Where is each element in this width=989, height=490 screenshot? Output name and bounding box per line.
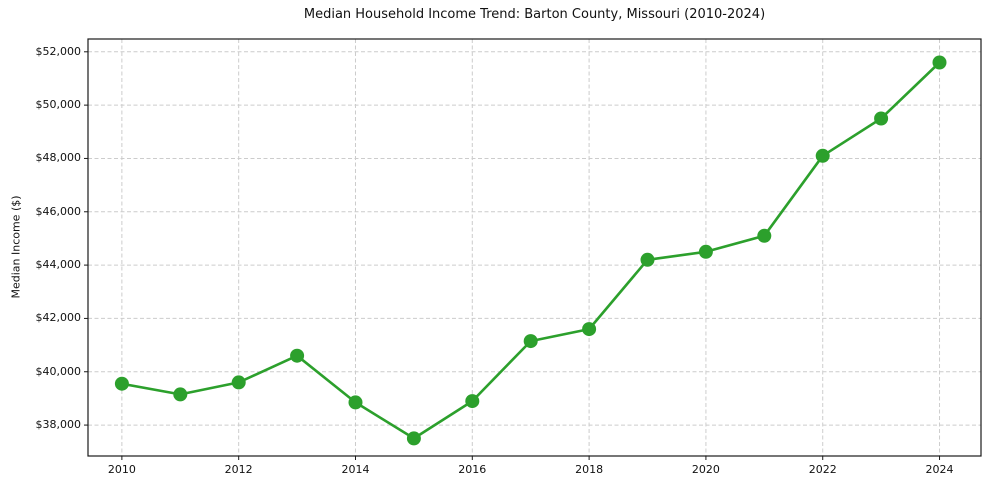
y-tick-label: $42,000 bbox=[35, 311, 82, 325]
data-point-2016 bbox=[465, 394, 480, 409]
data-point-2021 bbox=[757, 228, 772, 243]
data-point-2014 bbox=[348, 395, 363, 410]
chart-title: Median Household Income Trend: Barton Co… bbox=[303, 7, 766, 22]
y-tick-label: $38,000 bbox=[35, 418, 82, 432]
x-tick-label: 2020 bbox=[691, 463, 720, 476]
x-tick-label: 2012 bbox=[224, 463, 253, 476]
x-tick-label: 2022 bbox=[808, 463, 837, 476]
data-point-2020 bbox=[698, 244, 713, 259]
data-point-2011 bbox=[173, 387, 188, 402]
data-point-2019 bbox=[640, 252, 655, 267]
x-tick-label: 2016 bbox=[458, 463, 487, 476]
y-tick-label: $52,000 bbox=[35, 44, 82, 58]
y-tick-label: $48,000 bbox=[35, 151, 82, 165]
data-point-2012 bbox=[231, 375, 246, 390]
data-point-2023 bbox=[874, 111, 889, 126]
y-tick-label: $46,000 bbox=[35, 204, 82, 218]
data-point-2010 bbox=[114, 376, 129, 391]
y-tick-label: $50,000 bbox=[35, 98, 82, 112]
x-tick-label: 2014 bbox=[341, 463, 370, 476]
x-tick-label: 2024 bbox=[925, 463, 954, 476]
y-tick-label: $44,000 bbox=[35, 258, 82, 272]
data-point-2017 bbox=[523, 334, 538, 349]
data-point-2013 bbox=[290, 348, 305, 363]
y-tick-label: $40,000 bbox=[35, 364, 82, 378]
data-point-2022 bbox=[815, 148, 830, 163]
x-tick-label: 2018 bbox=[575, 463, 604, 476]
x-tick-label: 2010 bbox=[107, 463, 136, 476]
plot-border bbox=[87, 38, 982, 457]
data-point-2018 bbox=[582, 322, 597, 337]
data-point-2024 bbox=[932, 55, 947, 70]
data-point-2015 bbox=[406, 431, 421, 446]
